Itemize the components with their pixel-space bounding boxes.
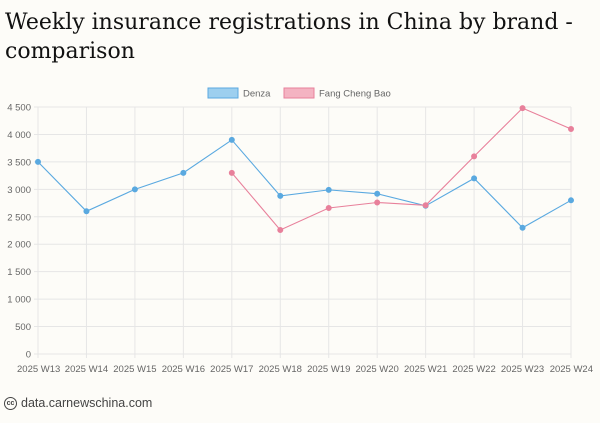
data-point-denza[interactable] bbox=[519, 224, 526, 231]
x-tick-label: 2025 W21 bbox=[404, 364, 447, 375]
data-point-fang-cheng-bao[interactable] bbox=[471, 153, 478, 160]
x-tick-label: 2025 W15 bbox=[113, 364, 156, 375]
data-point-denza[interactable] bbox=[568, 197, 575, 204]
y-tick-label: 2 500 bbox=[7, 212, 31, 223]
data-point-denza[interactable] bbox=[325, 186, 332, 193]
data-point-fang-cheng-bao[interactable] bbox=[325, 204, 332, 211]
legend-swatch-fang-cheng-bao[interactable] bbox=[283, 87, 315, 99]
data-point-fang-cheng-bao[interactable] bbox=[374, 199, 381, 206]
series-line-denza bbox=[37, 139, 572, 229]
data-point-fang-cheng-bao[interactable] bbox=[519, 105, 526, 112]
x-tick-label: 2025 W16 bbox=[162, 364, 205, 375]
y-tick-label: 3 000 bbox=[7, 185, 31, 196]
data-point-fang-cheng-bao[interactable] bbox=[228, 169, 235, 176]
x-tick-label: 2025 W22 bbox=[452, 364, 495, 375]
y-tick-label: 4 500 bbox=[7, 103, 31, 114]
x-tick-label: 2025 W23 bbox=[501, 364, 544, 375]
x-tick-label: 2025 W17 bbox=[210, 364, 253, 375]
source-text[interactable]: data.carnewschina.com bbox=[21, 396, 153, 410]
legend-swatch-denza[interactable] bbox=[207, 87, 239, 99]
creative-commons-icon: cc bbox=[4, 396, 17, 410]
data-point-denza[interactable] bbox=[83, 208, 90, 215]
data-point-denza[interactable] bbox=[180, 169, 187, 176]
x-tick-label: 2025 W20 bbox=[356, 364, 399, 375]
y-tick-label: 3 500 bbox=[7, 157, 31, 168]
data-point-denza[interactable] bbox=[277, 192, 284, 199]
y-tick-label: 1 500 bbox=[7, 267, 31, 278]
y-tick-label: 0 bbox=[26, 350, 31, 361]
data-point-denza[interactable] bbox=[131, 186, 138, 193]
x-tick-label: 2025 W19 bbox=[307, 364, 350, 375]
legend-label-denza[interactable]: Denza bbox=[243, 89, 271, 100]
x-tick-label: 2025 W14 bbox=[65, 364, 108, 375]
legend-label-fang-cheng-bao[interactable]: Fang Cheng Bao bbox=[319, 89, 391, 100]
chart-title: Weekly insurance registrations in China … bbox=[5, 10, 573, 64]
source-footer: cc data.carnewschina.com bbox=[4, 396, 152, 410]
data-point-fang-cheng-bao[interactable] bbox=[422, 202, 429, 209]
y-tick-label: 500 bbox=[15, 322, 31, 333]
y-tick-label: 1 000 bbox=[7, 295, 31, 306]
x-tick-label: 2025 W13 bbox=[17, 364, 60, 375]
y-tick-label: 2 000 bbox=[7, 240, 31, 251]
data-point-denza[interactable] bbox=[35, 158, 42, 165]
x-tick-label: 2025 W24 bbox=[550, 364, 593, 375]
x-tick-label: 2025 W18 bbox=[259, 364, 302, 375]
data-point-denza[interactable] bbox=[471, 175, 478, 182]
data-point-denza[interactable] bbox=[374, 190, 381, 197]
data-point-denza[interactable] bbox=[228, 136, 235, 143]
y-tick-label: 4 000 bbox=[7, 130, 31, 141]
data-point-fang-cheng-bao[interactable] bbox=[277, 226, 284, 233]
data-point-fang-cheng-bao[interactable] bbox=[568, 125, 575, 132]
series-line-fang-cheng-bao bbox=[231, 107, 572, 231]
